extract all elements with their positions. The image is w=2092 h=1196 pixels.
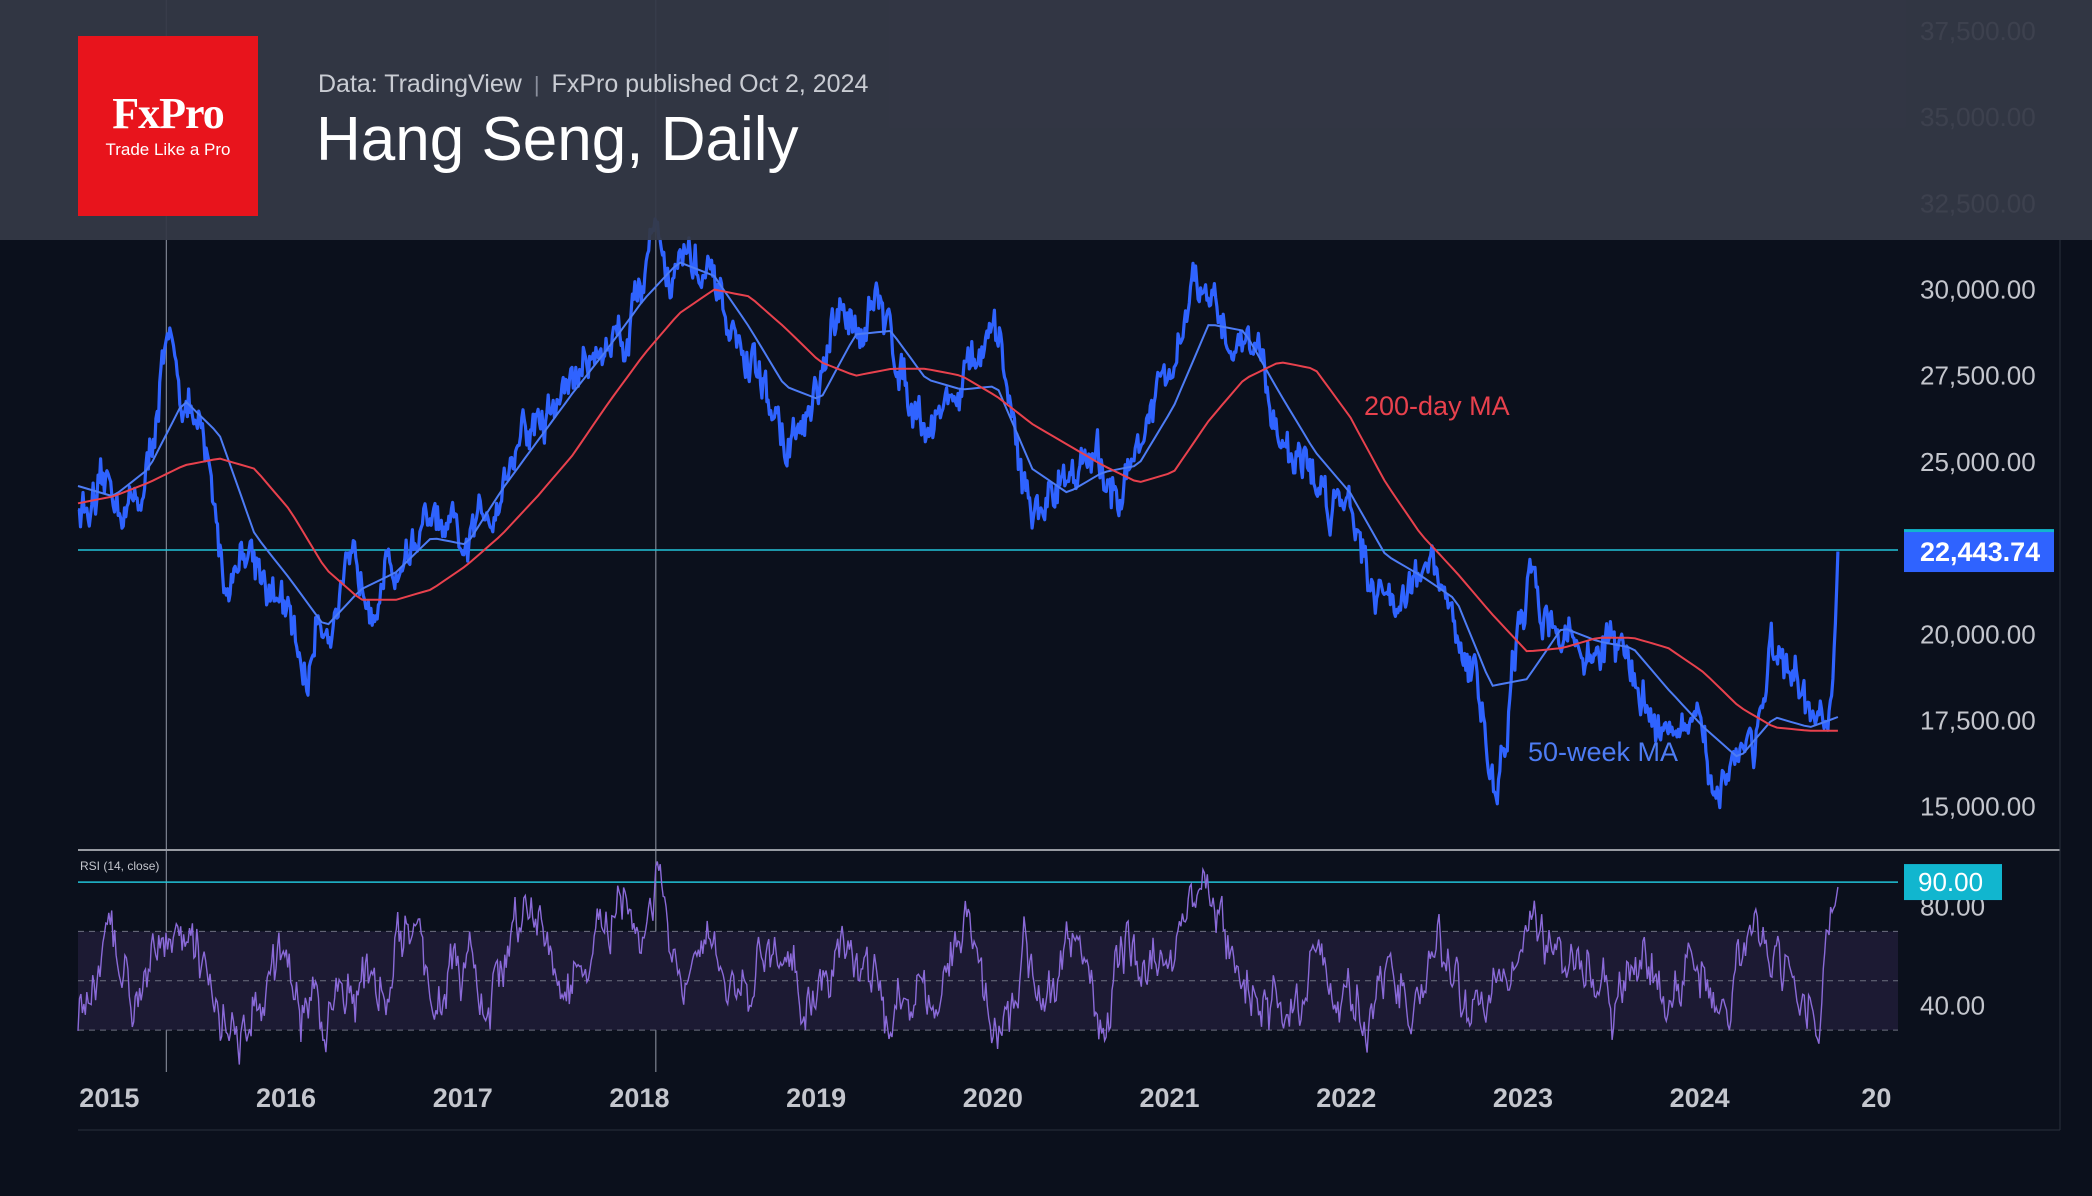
publish-note: FxPro published Oct 2, 2024 [551, 70, 869, 98]
chart-header: FxPro Trade Like a Pro Data: TradingView… [0, 0, 2092, 240]
y-tick-label: 25,000.00 [1920, 447, 2036, 477]
y-tick-label: 17,500.00 [1920, 705, 2036, 735]
separator: | [533, 72, 540, 97]
x-tick-label: 2018 [609, 1083, 669, 1113]
x-tick-label: 2020 [963, 1083, 1023, 1113]
x-tick-label: 2017 [433, 1083, 493, 1113]
rsi-pane: RSI (14, close) [77, 859, 1898, 1065]
rsi-series-line [77, 861, 1839, 1065]
rsi-title: RSI (14, close) [80, 859, 159, 873]
rsi-tag-value: 90.00 [1918, 867, 1983, 897]
x-tick-label: 2015 [79, 1083, 139, 1113]
x-tick-label: 2023 [1493, 1083, 1553, 1113]
current-price-box [1904, 532, 2054, 573]
x-tick-label: 2016 [256, 1083, 316, 1113]
x-tick-label: 2024 [1670, 1083, 1730, 1113]
current-price-value: 22,443.74 [1920, 537, 2040, 567]
rsi-tag-box [1904, 864, 2002, 901]
ma-50-week-label: 50-week MA [1528, 737, 1678, 767]
y-tick-label: 15,000.00 [1920, 792, 2036, 822]
ma-200-day-label: 200-day MA [1364, 391, 1510, 421]
x-tick-label: 20 [1861, 1083, 1891, 1113]
chart-source-line: Data: TradingView | FxPro published Oct 2,… [318, 70, 868, 99]
y-tick-label: 30,000.00 [1920, 275, 2036, 305]
rsi-y-tick-label: 40.00 [1920, 990, 1985, 1020]
fxpro-logo: FxPro Trade Like a Pro [78, 36, 258, 216]
main-pane: 200-day MA 50-week MA [77, 217, 1898, 810]
ma-200-day-line [77, 288, 1838, 732]
data-source: Data: TradingView [318, 70, 522, 98]
x-tick-label: 2019 [786, 1083, 846, 1113]
x-tick-label: 2021 [1139, 1083, 1199, 1113]
logo-tagline: Trade Like a Pro [105, 140, 231, 159]
x-tick-label: 2022 [1316, 1083, 1376, 1113]
logo-wordmark: FxPro [112, 89, 225, 138]
y-tick-label: 20,000.00 [1920, 619, 2036, 649]
price-series-line [77, 217, 1840, 810]
chart-title: Hang Seng, Daily [316, 105, 799, 174]
y-tick-label: 27,500.00 [1920, 361, 2036, 391]
ma-50-week-line [77, 261, 1839, 758]
